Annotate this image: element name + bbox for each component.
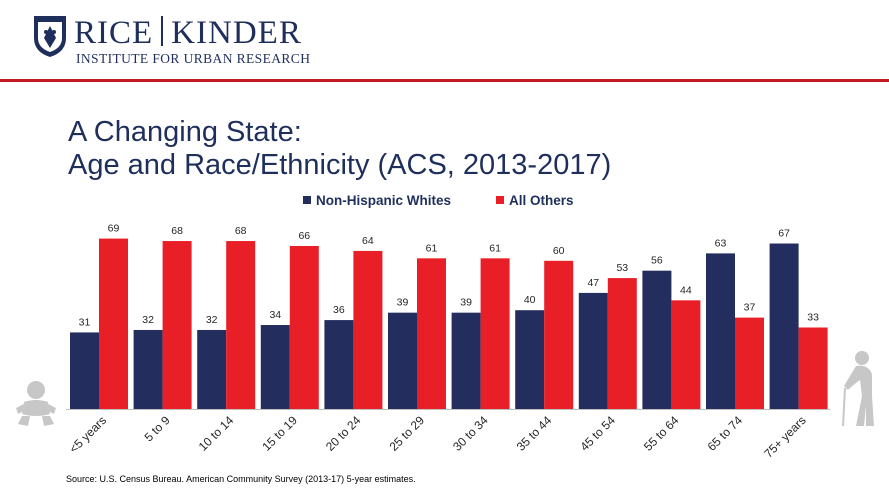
elderly-person-icon: [842, 351, 874, 426]
x-tick-label-35-to-44: 35 to 44: [514, 413, 555, 454]
bar-non-hispanic-whites-35-to-44: [515, 310, 545, 409]
data-label-non-hispanic-whites-10-to-14: 32: [206, 314, 218, 326]
data-label-non-hispanic-whites-75-years: 67: [778, 228, 790, 240]
owl-shield-icon: [34, 16, 66, 57]
x-tick-label-20-to-24: 20 to 24: [323, 413, 364, 454]
x-tick-label-55-to-64: 55 to 64: [641, 413, 682, 454]
bar-non-hispanic-whites-25-to-29: [388, 312, 417, 409]
x-tick-label-5-to-9: 5 to 9: [142, 413, 173, 444]
title-line-2: Age and Race/Ethnicity (ACS, 2013-2017): [68, 149, 612, 181]
x-tick-label-5-years: <5 years: [66, 413, 109, 456]
brand-divider: [161, 16, 164, 46]
data-label-non-hispanic-whites-35-to-44: 40: [524, 294, 536, 306]
bar-non-hispanic-whites-10-to-14: [197, 329, 227, 409]
page-title: A Changing State: Age and Race/Ethnicity…: [68, 116, 611, 182]
data-label-non-hispanic-whites-30-to-34: 39: [460, 297, 472, 309]
data-label-all-others-45-to-54: 53: [616, 262, 628, 274]
data-label-all-others-30-to-34: 61: [489, 242, 501, 254]
x-tick-label-65-to-74: 65 to 74: [705, 413, 746, 454]
bar-non-hispanic-whites-30-to-34: [451, 312, 481, 409]
data-label-all-others-20-to-24: 64: [362, 235, 374, 247]
data-label-all-others-5-years: 69: [108, 223, 120, 235]
bar-non-hispanic-whites-20-to-24: [324, 320, 354, 409]
header-divider: [0, 79, 889, 82]
x-tick-label-45-to-54: 45 to 54: [577, 413, 618, 454]
bar-all-others-15-to-19: [289, 245, 319, 409]
brand-name: RICE KINDER: [74, 14, 302, 52]
data-label-non-hispanic-whites-20-to-24: 36: [333, 304, 345, 316]
header: RICE KINDER INSTITUTE FOR URBAN RESEARCH: [0, 0, 889, 82]
source-note: Source: U.S. Census Bureau. American Com…: [66, 474, 416, 484]
x-tick-label-15-to-19: 15 to 19: [259, 413, 300, 454]
data-label-non-hispanic-whites-65-to-74: 63: [715, 237, 727, 249]
data-label-all-others-5-to-9: 68: [171, 225, 183, 237]
bar-non-hispanic-whites-45-to-54: [578, 292, 608, 409]
brand-left: RICE: [74, 15, 154, 51]
bar-all-others-30-to-34: [480, 258, 510, 409]
data-label-all-others-15-to-19: 66: [298, 230, 310, 242]
bar-all-others-25-to-29: [417, 258, 446, 409]
data-label-non-hispanic-whites-55-to-64: 56: [651, 255, 663, 267]
data-label-all-others-10-to-14: 68: [235, 225, 247, 237]
chart-legend: Non-Hispanic Whites All Others: [0, 193, 889, 211]
data-label-all-others-75-years: 33: [807, 311, 819, 323]
bar-all-others-35-to-44: [544, 260, 574, 409]
bar-all-others-10-to-14: [226, 241, 256, 409]
bar-all-others-75-years: [798, 327, 828, 409]
bar-all-others-45-to-54: [607, 278, 637, 409]
bar-all-others-65-to-74: [735, 317, 764, 409]
legend-swatch-series-2: [496, 196, 504, 204]
legend-item-series-1: Non-Hispanic Whites: [303, 193, 451, 208]
bar-non-hispanic-whites-75-years: [769, 243, 799, 409]
data-label-all-others-55-to-64: 44: [680, 284, 692, 296]
legend-label-series-2: All Others: [509, 193, 574, 208]
data-label-non-hispanic-whites-5-to-9: 32: [142, 314, 154, 326]
bar-all-others-5-to-9: [162, 241, 192, 409]
bar-all-others-20-to-24: [353, 250, 383, 409]
bar-non-hispanic-whites-15-to-19: [260, 325, 290, 409]
title-line-1: A Changing State:: [68, 116, 302, 148]
bar-all-others-55-to-64: [671, 300, 701, 409]
bar-non-hispanic-whites-65-to-74: [706, 253, 735, 409]
brand-tagline: INSTITUTE FOR URBAN RESEARCH: [76, 51, 311, 66]
data-label-non-hispanic-whites-25-to-29: 39: [397, 297, 409, 309]
rice-kinder-logo[interactable]: RICE KINDER INSTITUTE FOR URBAN RESEARCH: [32, 14, 312, 72]
brand-right: KINDER: [171, 15, 302, 51]
bar-non-hispanic-whites-5-to-9: [133, 329, 163, 409]
data-label-non-hispanic-whites-5-years: 31: [79, 316, 91, 328]
x-tick-label-30-to-34: 30 to 34: [450, 413, 491, 454]
x-tick-label-10-to-14: 10 to 14: [196, 413, 237, 454]
legend-label-series-1: Non-Hispanic Whites: [316, 193, 452, 208]
data-label-all-others-65-to-74: 37: [744, 302, 756, 314]
bar-non-hispanic-whites-5-years: [70, 332, 99, 409]
x-tick-label-25-to-29: 25 to 29: [387, 413, 428, 454]
data-label-non-hispanic-whites-45-to-54: 47: [587, 277, 599, 289]
legend-item-series-2: All Others: [496, 193, 574, 208]
baby-icon: [16, 381, 56, 426]
bar-non-hispanic-whites-55-to-64: [642, 270, 672, 409]
data-label-all-others-25-to-29: 61: [426, 242, 438, 254]
data-label-non-hispanic-whites-15-to-19: 34: [269, 309, 281, 321]
bar-all-others-5-years: [99, 238, 128, 409]
x-tick-label-75-years: 75+ years: [761, 413, 808, 460]
data-label-all-others-35-to-44: 60: [553, 245, 565, 257]
legend-swatch-series-1: [303, 196, 311, 204]
